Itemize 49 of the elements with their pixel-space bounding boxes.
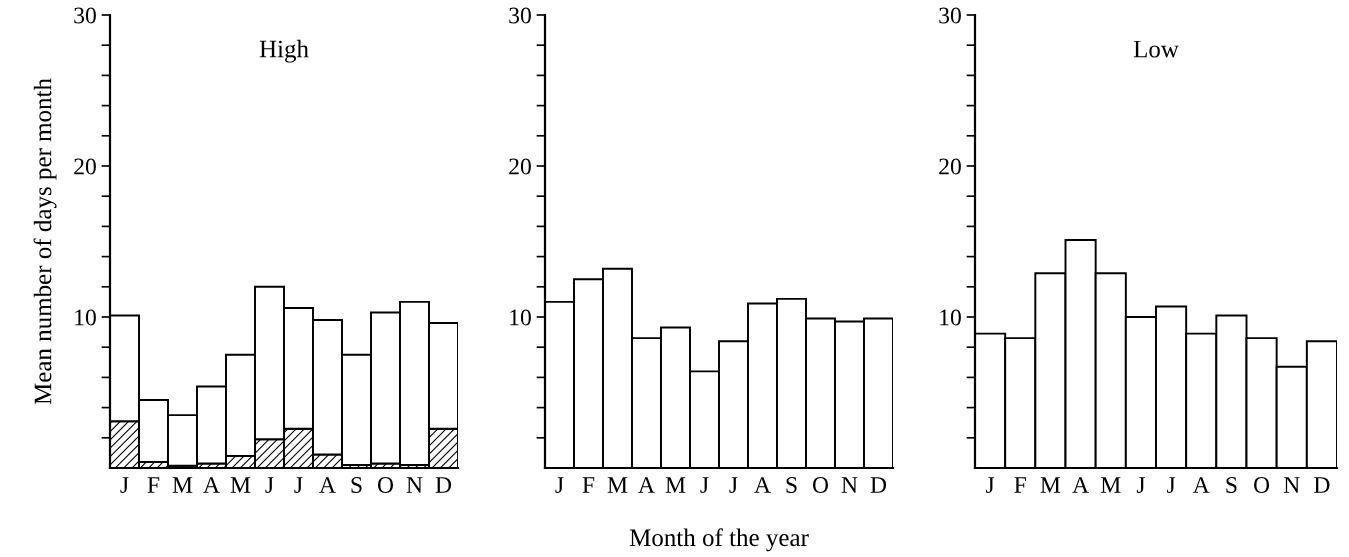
x-tick-label: S [1226,477,1237,493]
x-tick-label: A [1072,477,1089,493]
x-tick-label: M [1100,477,1121,493]
x-axis-title: Month of the year [629,528,809,552]
y-tick-label: 20 [74,158,96,175]
y-tick-label: 20 [939,158,961,175]
y-tick-label: 30 [939,7,961,24]
y-tick-label: 10 [940,309,961,326]
x-tick-label: M [230,477,251,493]
x-tick-label: M [1040,477,1061,493]
x-tick-label: A [319,477,336,493]
x-tick-label: A [203,477,220,493]
y-tick-label: 20 [509,158,531,175]
y-tick-label: 30 [509,7,531,24]
y-tick-label: 30 [74,7,96,24]
x-tick-label: J [700,477,709,493]
x-tick-label: J [1166,477,1176,493]
x-tick-label: N [1283,477,1300,493]
x-tick-label: N [841,477,858,493]
x-tick-label: O [377,477,394,493]
y-tick-label: 10 [75,309,96,326]
x-tick-label: J [555,477,564,493]
x-tick-label: O [812,477,829,493]
x-tick-label: A [638,477,655,493]
text: High [259,39,309,63]
text: Low [1133,40,1179,58]
x-tick-label: J [294,477,303,493]
y-tick-label: 10 [510,309,531,326]
x-tick-label: F [582,477,595,493]
x-tick-label: J [1136,477,1146,493]
x-tick-label: M [172,477,193,493]
x-tick-label: D [1314,477,1330,493]
x-tick-label: A [1192,477,1210,493]
x-tick-label: F [147,477,160,493]
x-tick-label: J [985,477,995,493]
x-tick-label: J [729,477,738,493]
x-tick-label: S [351,477,362,493]
x-tick-label: O [1254,477,1270,493]
x-tick-label: M [607,477,628,493]
x-tick-label: M [665,477,686,493]
x-tick-label: S [786,477,797,493]
x-tick-label: J [120,477,129,493]
x-tick-label: F [1014,477,1026,493]
x-tick-label: N [406,477,423,493]
x-tick-label: A [754,477,771,493]
x-tick-label: D [435,477,452,493]
x-tick-label: J [265,477,274,493]
x-tick-label: D [870,477,887,493]
y-axis-title: Mean number of days per month [33,78,57,405]
